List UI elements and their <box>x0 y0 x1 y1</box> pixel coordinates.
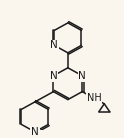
Text: N: N <box>31 127 39 137</box>
Text: NH: NH <box>87 93 101 103</box>
Text: N: N <box>50 71 57 81</box>
Text: N: N <box>50 40 58 50</box>
Text: N: N <box>78 71 86 81</box>
